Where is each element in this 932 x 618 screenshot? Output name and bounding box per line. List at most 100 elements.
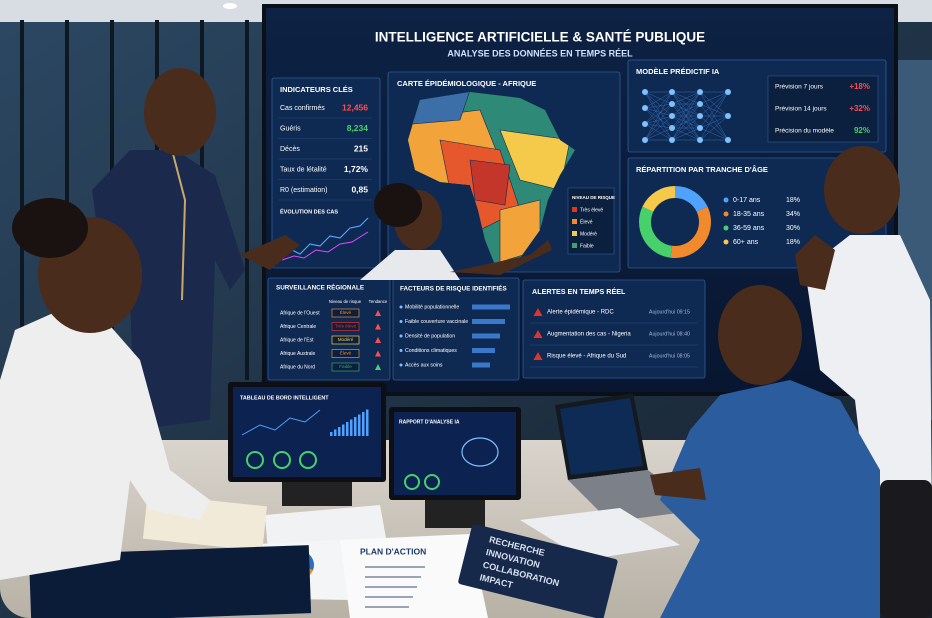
- alert-time: Aujourd'hui 08:40: [649, 331, 690, 337]
- monitor-bar: [330, 432, 333, 436]
- network-node: [697, 137, 703, 143]
- network-node: [697, 113, 703, 119]
- panel-title: SURVEILLANCE RÉGIONALE: [276, 283, 364, 292]
- network-node: [642, 105, 648, 111]
- trend-arrow: [375, 350, 381, 357]
- donut-segment: [642, 186, 676, 213]
- indicator-label: R0 (estimation): [280, 187, 327, 194]
- book-cover: [458, 524, 618, 618]
- panel: [271, 77, 381, 269]
- network-edge: [644, 127, 673, 141]
- person-body: [360, 250, 460, 280]
- chart-title: ÉVOLUTION DES CAS: [280, 207, 338, 215]
- monitor-bar: [342, 424, 345, 436]
- plan-line: [365, 576, 421, 578]
- monitor-bar: [354, 417, 357, 436]
- factor-bar: [472, 333, 500, 339]
- trend-line: [281, 217, 369, 259]
- indicator-label: Taux de létalité: [280, 166, 327, 173]
- network-edge: [644, 103, 673, 141]
- risk-level: Élevé: [340, 309, 352, 315]
- network-edge: [699, 127, 729, 141]
- monitor-screen: [394, 412, 516, 495]
- tablet: [28, 545, 312, 618]
- legend-label: Faible: [580, 243, 594, 249]
- indicator-value: 8,234: [347, 123, 369, 133]
- panel-title: FACTEURS DE RISQUE IDENTIFIÉS: [400, 284, 507, 293]
- legend-label: Modéré: [580, 231, 597, 237]
- monitor-stand: [282, 480, 352, 506]
- window-mullion: [65, 20, 69, 380]
- hand: [240, 235, 300, 270]
- person-body: [0, 310, 210, 580]
- factor-bar: [472, 362, 490, 368]
- network-edge: [644, 91, 673, 125]
- trend-arrow: [375, 323, 381, 330]
- network-edge: [699, 115, 729, 129]
- age-dot: [723, 239, 729, 245]
- region-label: Afrique Centrale: [280, 324, 316, 330]
- monitor-bar: [334, 429, 337, 436]
- panel-title: INDICATEURS CLÉS: [280, 85, 353, 94]
- age-dot: [723, 225, 729, 231]
- network-edge: [644, 103, 673, 109]
- region-label: Afrique de l'Est: [280, 337, 314, 343]
- region-label: Afrique de l'Ouest: [280, 310, 320, 316]
- plan-line: [365, 606, 409, 608]
- network-edge: [699, 91, 729, 129]
- forecast-label: Prévision 14 jours: [775, 106, 827, 113]
- network-node: [697, 101, 703, 107]
- network-edge: [644, 115, 673, 125]
- legend-swatch: [572, 207, 577, 212]
- network-edge: [699, 91, 729, 141]
- trend-line: [281, 231, 369, 261]
- bullet: [399, 305, 403, 309]
- network-edge: [671, 103, 701, 141]
- alert-icon: [533, 330, 543, 338]
- person-body: [92, 150, 245, 430]
- panel-title: RÉPARTITION PAR TRANCHE D'ÂGE: [636, 165, 768, 174]
- network-node: [697, 89, 703, 95]
- network-edge: [644, 107, 673, 117]
- forecast-label: Précision du modèle: [775, 128, 834, 135]
- age-value: 30%: [786, 225, 800, 232]
- network-edge: [644, 123, 673, 129]
- region: [469, 159, 511, 206]
- forecast-value: +32%: [849, 104, 870, 113]
- risk-badge: [331, 349, 360, 358]
- chair: [880, 480, 932, 618]
- age-dot: [723, 211, 729, 217]
- monitor-gauge: [246, 451, 264, 469]
- monitor-bar: [346, 422, 349, 436]
- network-edge: [671, 91, 701, 129]
- network-edge: [671, 91, 701, 105]
- risk-level: Très élevé: [335, 324, 357, 329]
- risk-level: Élevé: [340, 350, 352, 356]
- ceiling-light: [223, 3, 237, 9]
- plan-line: [365, 596, 413, 598]
- factor-label: Faible couverture vaccinale: [405, 319, 468, 325]
- panel-title: MODÈLE PRÉDICTIF IA: [636, 67, 720, 76]
- network-edge: [671, 115, 701, 141]
- donut-segment: [674, 186, 708, 213]
- person-head: [718, 285, 802, 385]
- network-edge: [644, 91, 673, 105]
- panel-title: ALERTES EN TEMPS RÉEL: [532, 287, 626, 296]
- monitor-title: RAPPORT D'ANALYSE IA: [399, 419, 460, 425]
- panel: [267, 277, 391, 381]
- network-edge: [671, 127, 701, 141]
- person-head: [824, 146, 900, 234]
- monitor-bar: [358, 414, 361, 436]
- alert-time: Aujourd'hui 08:05: [649, 353, 690, 359]
- plan-line: [365, 586, 417, 588]
- network-node: [669, 101, 675, 107]
- network-edge: [644, 107, 673, 141]
- indicator-value: 215: [354, 143, 368, 153]
- hair: [374, 183, 422, 227]
- person-body: [660, 380, 880, 618]
- brain-icon: [461, 437, 499, 467]
- forecast-value: +18%: [849, 82, 870, 91]
- panel: [522, 279, 706, 379]
- indicator-value: 12,456: [342, 102, 368, 112]
- network-node: [669, 89, 675, 95]
